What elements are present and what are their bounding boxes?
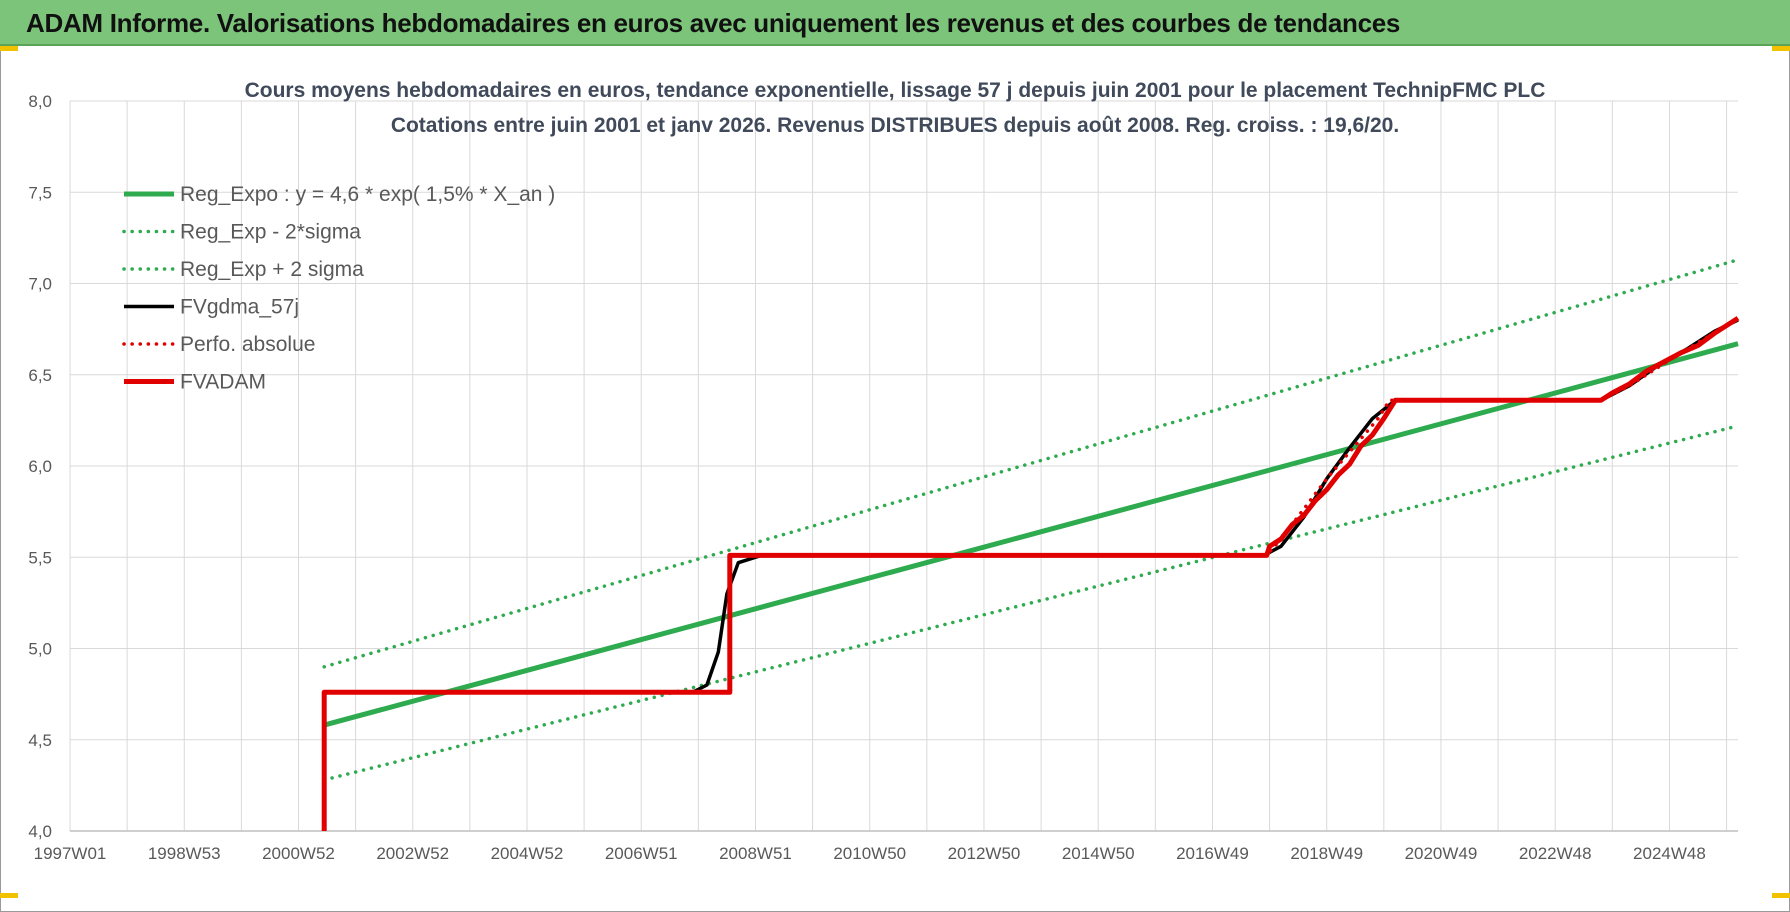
x-tick-label: 2008W51 [719, 844, 792, 863]
y-tick-label: 7,0 [28, 275, 52, 294]
x-tick-label: 2024W48 [1633, 844, 1706, 863]
x-tick-label: 2020W49 [1405, 844, 1478, 863]
y-tick-label: 6,0 [28, 457, 52, 476]
legend-label: Reg_Expo : y = 4,6 * exp( 1,5% * X_an ) [180, 183, 555, 206]
corner-mark [1772, 893, 1790, 898]
x-tick-label: 2000W52 [262, 844, 335, 863]
x-tick-label: 2014W50 [1062, 844, 1135, 863]
legend-label: FVgdma_57j [180, 296, 299, 319]
y-tick-label: 4,0 [28, 822, 52, 841]
y-tick-label: 6,5 [28, 366, 52, 385]
corner-mark [0, 893, 18, 898]
chart-subtitle: Cotations entre juin 2001 et janv 2026. … [391, 114, 1399, 137]
legend-label: Perfo. absolue [180, 333, 315, 356]
x-tick-label: 2004W52 [491, 844, 564, 863]
grid [69, 100, 1738, 832]
series-line-4 [324, 318, 1739, 695]
series [321, 258, 1740, 831]
legend-label: Reg_Exp + 2 sigma [180, 258, 364, 281]
x-tick-label: 1997W01 [34, 844, 107, 863]
corner-mark [0, 46, 18, 51]
series-line-2 [322, 424, 1740, 782]
legend-label: Reg_Exp - 2*sigma [180, 221, 361, 244]
banner: ADAM Informe. Valorisations hebdomadaire… [0, 0, 1790, 46]
axes: 4,0 4,5 5,0 5,5 6,0 6,5 7,0 7,5 8,0 1997W01 1998W5… [28, 92, 1738, 863]
x-tick-label: 2010W50 [833, 844, 906, 863]
chart-title: Cours moyens hebdomadaires en euros, ten… [245, 79, 1546, 102]
x-tick-label: 2002W52 [376, 844, 449, 863]
series-line-6 [321, 316, 1740, 831]
x-tick-label: 2018W49 [1290, 844, 1363, 863]
y-tick-label: 5,0 [28, 640, 52, 659]
series-line-1 [323, 341, 1739, 728]
y-tick-label: 8,0 [28, 92, 52, 111]
x-tick-label: 2016W49 [1176, 844, 1249, 863]
x-tick-label: 2012W50 [948, 844, 1021, 863]
banner-title: ADAM Informe. Valorisations hebdomadaire… [26, 8, 1401, 38]
legend-label: FVADAM [180, 371, 266, 394]
y-tick-label: 4,5 [28, 731, 52, 750]
x-tick-label: 2022W48 [1519, 844, 1592, 863]
corner-mark [1772, 46, 1790, 51]
y-tick-label: 5,5 [28, 548, 52, 567]
legend: Reg_Expo : y = 4,6 * exp( 1,5% * X_an ) R… [122, 183, 555, 394]
x-tick-label: 1998W53 [148, 844, 221, 863]
y-tick-label: 7,5 [28, 183, 52, 202]
x-tick-label: 2006W51 [605, 844, 678, 863]
series-line-3 [322, 258, 1740, 669]
